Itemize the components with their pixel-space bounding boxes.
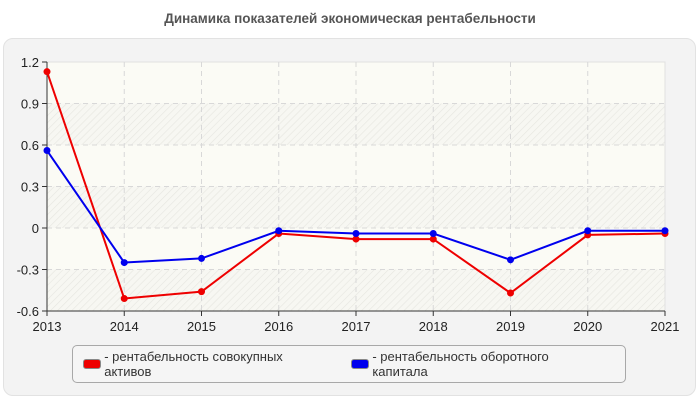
data-point [198,254,205,262]
data-point [120,295,128,303]
series-lines [43,68,669,303]
x-tick-label: 2017 [342,319,371,334]
y-tick-label: -0.6 [17,304,39,319]
data-point [43,68,51,76]
data-point [198,288,205,296]
x-tick-label: 2020 [573,319,602,334]
data-point [429,235,437,243]
legend-swatch-red [83,359,102,369]
data-point [120,259,128,267]
y-tick-label: 0 [32,221,39,236]
legend-swatch-blue [351,359,370,369]
x-tick-label: 2019 [496,319,525,334]
y-tick-label: 0.9 [21,97,39,112]
data-point [43,147,51,155]
legend-item-working-capital: - рентабельность оборотного капитала [351,349,597,379]
data-point [507,256,514,264]
data-point [275,227,283,235]
data-point [661,227,669,235]
y-tick-label: 0.3 [21,180,39,195]
gridlines [47,62,665,311]
data-point [584,227,592,235]
x-tick-label: 2021 [651,319,680,334]
y-tick-label: -0.3 [17,263,39,278]
legend-item-assets: - рентабельность совокупных активов [83,349,323,379]
data-point [507,289,514,297]
legend: - рентабельность совокупных активов - ре… [72,345,626,383]
chart-title: Динамика показателей экономическая рента… [164,11,536,26]
x-tick-label: 2018 [419,319,448,334]
y-tick-label: 0.6 [21,138,39,153]
legend-label: - рентабельность совокупных активов [104,349,283,379]
legend-label: - рентабельность оборотного капитала [372,349,549,379]
x-tick-label: 2014 [110,319,139,334]
data-point [352,230,360,238]
x-tick-label: 2013 [33,319,62,334]
x-tick-label: 2015 [187,319,216,334]
x-tick-label: 2016 [264,319,293,334]
y-tick-label: 1.2 [21,55,39,70]
data-point [429,230,437,238]
data-point [352,235,360,243]
